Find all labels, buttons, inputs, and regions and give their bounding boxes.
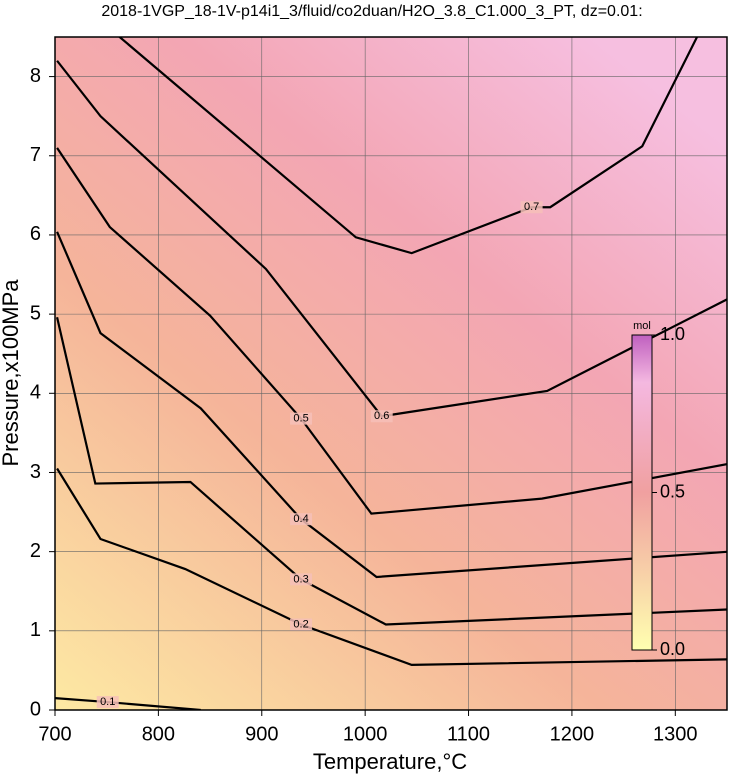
contour-label-bg [96,696,119,709]
contour-label: 0.6 [374,410,389,422]
y-tick-label: 0 [30,698,41,720]
y-tick-label: 8 [30,65,41,87]
x-tick-label: 1000 [343,723,388,745]
plot-area [55,37,727,710]
colorbar-tick-label: 0.5 [660,481,685,501]
colorbar-tick-label: 1.0 [660,324,685,344]
x-axis-label: Temperature,°C [313,749,467,774]
y-tick-label: 2 [30,540,41,562]
contour-label: 0.1 [100,696,115,708]
contour-label: 0.4 [293,513,308,525]
colorbar [631,334,653,651]
x-tick-label: 1100 [447,723,490,745]
plot: 0.1 0.2 0.3 0.4 0.5 0.6 0.7 [55,37,727,710]
x-tick-label: 1200 [550,723,595,745]
x-tick-label: 700 [38,723,71,745]
x-tick-label: 900 [245,723,278,745]
contour-line [56,60,727,418]
colorbar-label: mol [633,320,651,332]
chart-title: 2018-1VGP_18-1V-p14i1_3/fluid/co2duan/H2… [101,3,642,20]
y-tick-label: 6 [30,223,41,245]
y-tick-label: 7 [30,144,41,166]
contour-label-bg [290,513,313,526]
contour-label-bg [290,412,313,425]
contour-line [56,231,727,579]
contour-label: 0.2 [293,618,308,630]
frame [54,36,728,711]
contour-label: 0.7 [524,201,539,213]
contour-line [56,467,727,666]
y-tick-label: 3 [30,461,41,483]
y-tick-label: 1 [30,619,41,641]
colorbar-tick-label: 0.0 [660,639,685,659]
y-tick-label: 4 [30,382,41,404]
x-tick-label: 1300 [653,723,698,745]
y-axis-label: Pressure,x100MPa [0,279,23,467]
contour-label: 0.5 [293,413,308,425]
contour-label-bg [290,573,313,586]
contour-label-bg [520,201,543,214]
contour-label: 0.3 [293,573,308,585]
contour-line [55,317,727,626]
contour-label-bg [370,410,393,423]
contour-label-bg [290,618,313,631]
y-tick-label: 5 [30,302,41,324]
x-tick-label: 800 [142,723,175,745]
